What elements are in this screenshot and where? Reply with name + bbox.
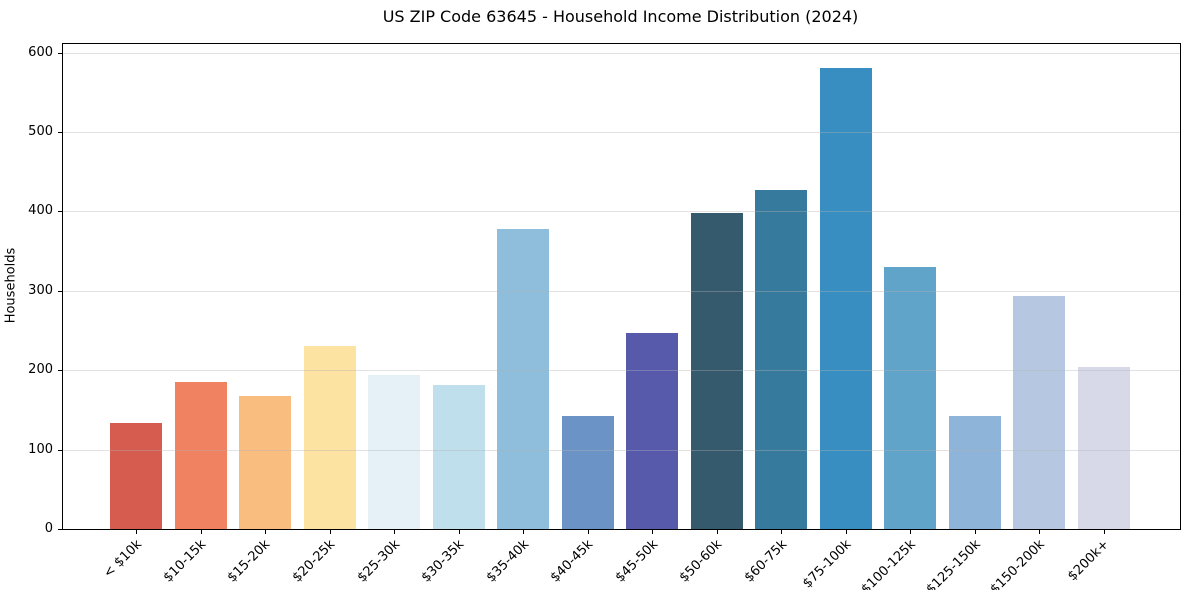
bar [497,228,550,529]
x-tick [587,529,589,534]
y-tick [58,370,63,372]
x-tick [265,529,267,534]
gridline [63,52,1180,54]
x-tick [200,529,202,534]
x-tick [652,529,654,534]
x-tick-label: $30-35k [418,537,468,586]
x-tick [716,529,718,534]
x-tick-label: $50-60k [676,537,726,586]
x-tick-label: $40-45k [547,537,597,586]
gridline [63,449,1180,451]
x-tick-label: $125-150k [923,537,984,590]
x-tick-label: < $10k [100,537,145,582]
plot-area: < $10k $10-15k $15-20k $20-25k $25-30k $30-35… [28,43,1181,590]
x-tick [136,529,137,534]
x-tick-label: $15-20k [225,537,274,586]
x-tick-label: $60-75k [741,537,790,586]
y-tick [58,529,63,530]
y-tick-label: 200 [28,362,53,378]
gridline [63,211,1180,213]
bar [110,423,162,529]
x-tick [781,529,783,534]
bar [690,213,743,529]
chart-title: US ZIP Code 63645 - Household Income Dis… [382,7,859,26]
x-tick [394,529,396,534]
bar [561,415,614,529]
gridline [63,370,1180,372]
y-tick-label: 400 [28,203,53,219]
y-tick [58,132,63,134]
x-tick [1039,529,1041,534]
bar [1013,295,1066,529]
bar [948,416,1001,529]
y-tick [58,52,63,54]
x-tick-label: $150-200k [987,537,1049,590]
bar [755,190,808,529]
y-tick [58,449,63,451]
x-tick [329,529,331,534]
x-tick [910,529,912,534]
x-tick-label: $45-50k [612,537,661,586]
bar [1077,367,1130,529]
y-tick-label: 300 [28,282,53,298]
bar [303,345,356,529]
x-tick-label: $10-15k [160,537,210,586]
x-tick [974,529,976,534]
gridline [63,290,1180,292]
x-tick [523,529,525,534]
y-tick-label: 600 [28,44,53,60]
y-tick-label: 100 [28,441,53,457]
bar [239,396,292,529]
x-tick-label: $75-100k [800,537,855,590]
bar [432,385,485,529]
y-tick-label: 0 [44,521,53,536]
x-tick-label: $100-125k [858,537,919,590]
y-tick [58,211,63,213]
x-tick-label: $200k+ [1065,537,1113,585]
y-tick [58,290,63,292]
x-tick-label: $20-25k [289,537,339,586]
x-tick-label: $35-40k [483,537,532,586]
bar [884,267,937,529]
x-tick [845,529,847,534]
gridline [63,132,1180,134]
x-tick [458,529,460,534]
y-tick-label: 500 [28,124,53,140]
x-tick [1103,529,1105,534]
x-tick-label: $25-30k [354,537,403,586]
bar [174,382,227,529]
bar [368,375,421,529]
bar [819,67,872,529]
bar [626,332,679,529]
